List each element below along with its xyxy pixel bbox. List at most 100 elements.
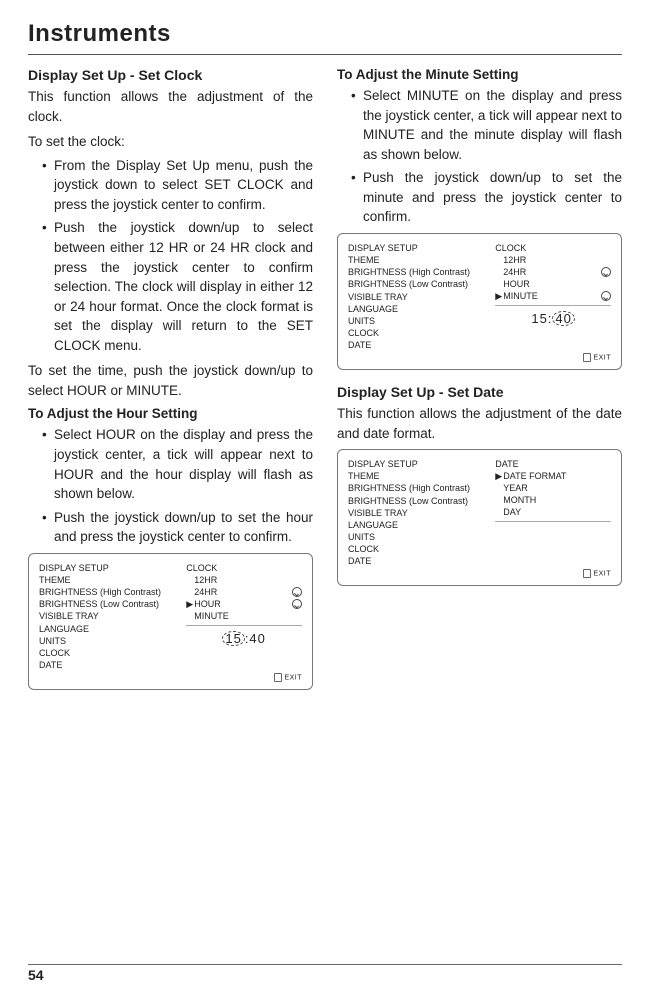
- time-pre: 15:: [531, 311, 552, 326]
- left-heading: Display Set Up - Set Clock: [28, 67, 313, 83]
- page-footer: 54: [28, 964, 622, 983]
- panel-option: DAY: [495, 506, 611, 518]
- panel-menu-list: DISPLAY SETUP THEME BRIGHTNESS (High Con…: [348, 458, 495, 567]
- panel-menu-item: UNITS: [39, 635, 186, 647]
- panel-menu-item: THEME: [39, 574, 186, 586]
- panel-divider: [495, 305, 611, 306]
- option-label: MONTH: [503, 494, 611, 506]
- time-flash: 40: [552, 311, 574, 326]
- panel-menu-item: LANGUAGE: [348, 303, 495, 315]
- left-column: Display Set Up - Set Clock This function…: [28, 67, 313, 704]
- left-p2: To set the clock:: [28, 132, 313, 152]
- option-label: DATE FORMAT: [503, 470, 611, 482]
- option-label: HOUR: [194, 598, 292, 610]
- check-icon: [292, 599, 302, 609]
- panel-menu-item: LANGUAGE: [348, 519, 495, 531]
- panel-right: DATE ▶DATE FORMAT YEAR MONTH DAY: [495, 458, 611, 567]
- panel-option: ▶DATE FORMAT: [495, 470, 611, 482]
- panel-menu-item: UNITS: [348, 531, 495, 543]
- panel-menu-item: THEME: [348, 470, 495, 482]
- panel-option: YEAR: [495, 482, 611, 494]
- panel-menu-item: DISPLAY SETUP: [348, 242, 495, 254]
- panel-menu-item: BRIGHTNESS (High Contrast): [348, 482, 495, 494]
- option-label: YEAR: [503, 482, 611, 494]
- panel-right: CLOCK 12HR 24HR ▶HOUR MINUTE 15:40: [186, 562, 302, 671]
- option-label: 24HR: [503, 266, 601, 278]
- panel-option: ▶MINUTE: [495, 290, 611, 302]
- panel-row: DISPLAY SETUP THEME BRIGHTNESS (High Con…: [348, 458, 611, 567]
- panel-menu-item: DATE: [348, 339, 495, 351]
- option-label: 12HR: [503, 254, 611, 266]
- panel-right-header: DATE: [495, 458, 611, 470]
- bullet-item: Select MINUTE on the display and press t…: [351, 86, 622, 164]
- panel-time: 15:40: [186, 630, 302, 648]
- option-label: 12HR: [194, 574, 302, 586]
- panel-option: 12HR: [186, 574, 302, 586]
- option-label: MINUTE: [194, 610, 302, 622]
- panel-option: 24HR: [495, 266, 611, 278]
- panel-right-header: CLOCK: [495, 242, 611, 254]
- arrow-icon: ▶: [495, 470, 503, 482]
- right-subheading-1: To Adjust the Minute Setting: [337, 67, 622, 82]
- panel-row: DISPLAY SETUP THEME BRIGHTNESS (High Con…: [348, 242, 611, 351]
- panel-divider: [495, 521, 611, 522]
- bullet-item: Push the joystick down/up to select betw…: [42, 218, 313, 355]
- panel-menu-item: VISIBLE TRAY: [348, 507, 495, 519]
- check-icon: [601, 267, 611, 277]
- panel-row: DISPLAY SETUP THEME BRIGHTNESS (High Con…: [39, 562, 302, 671]
- right-column: To Adjust the Minute Setting Select MINU…: [337, 67, 622, 704]
- panel-divider: [186, 625, 302, 626]
- right-p2: This function allows the adjustment of t…: [337, 404, 622, 443]
- right-heading-2: Display Set Up - Set Date: [337, 384, 622, 400]
- panel-option: 24HR: [186, 586, 302, 598]
- panel-menu-item: BRIGHTNESS (High Contrast): [39, 586, 186, 598]
- page: Instruments Display Set Up - Set Clock T…: [0, 0, 650, 1001]
- panel-menu-item: LANGUAGE: [39, 623, 186, 635]
- panel-spacer: [495, 526, 611, 540]
- page-number: 54: [28, 967, 622, 983]
- display-panel-minute: DISPLAY SETUP THEME BRIGHTNESS (High Con…: [337, 233, 622, 370]
- panel-right: CLOCK 12HR 24HR HOUR ▶MINUTE 15:40: [495, 242, 611, 351]
- title-rule: [28, 54, 622, 55]
- panel-menu-item: CLOCK: [348, 327, 495, 339]
- time-rest: :40: [245, 631, 266, 646]
- panel-menu-item: BRIGHTNESS (Low Contrast): [348, 278, 495, 290]
- bullet-item: From the Display Set Up menu, push the j…: [42, 156, 313, 215]
- right-bullets-1: Select MINUTE on the display and press t…: [337, 86, 622, 227]
- panel-menu-list: DISPLAY SETUP THEME BRIGHTNESS (High Con…: [39, 562, 186, 671]
- panel-menu-item: BRIGHTNESS (High Contrast): [348, 266, 495, 278]
- panel-menu-item: UNITS: [348, 315, 495, 327]
- check-icon: [601, 291, 611, 301]
- arrow-icon: ▶: [495, 290, 503, 302]
- panel-exit: EXIT: [39, 673, 302, 683]
- panel-menu-list: DISPLAY SETUP THEME BRIGHTNESS (High Con…: [348, 242, 495, 351]
- display-panel-hour: DISPLAY SETUP THEME BRIGHTNESS (High Con…: [28, 553, 313, 690]
- panel-menu-item: DATE: [39, 659, 186, 671]
- panel-menu-item: CLOCK: [39, 647, 186, 659]
- left-bullets-1: From the Display Set Up menu, push the j…: [28, 156, 313, 356]
- panel-exit: EXIT: [348, 569, 611, 579]
- panel-menu-item: VISIBLE TRAY: [348, 291, 495, 303]
- panel-right-header: CLOCK: [186, 562, 302, 574]
- check-icon: [292, 587, 302, 597]
- bullet-item: Push the joystick down/up to set the hou…: [42, 508, 313, 547]
- panel-menu-item: DISPLAY SETUP: [39, 562, 186, 574]
- bullet-item: Select HOUR on the display and press the…: [42, 425, 313, 503]
- panel-menu-item: DISPLAY SETUP: [348, 458, 495, 470]
- panel-option: HOUR: [495, 278, 611, 290]
- panel-time: 15:40: [495, 310, 611, 328]
- panel-exit: EXIT: [348, 353, 611, 363]
- bullet-item: Push the joystick down/up to set the min…: [351, 168, 622, 227]
- panel-option: MONTH: [495, 494, 611, 506]
- panel-menu-item: BRIGHTNESS (Low Contrast): [39, 598, 186, 610]
- panel-menu-item: BRIGHTNESS (Low Contrast): [348, 495, 495, 507]
- panel-menu-item: VISIBLE TRAY: [39, 610, 186, 622]
- display-panel-date: DISPLAY SETUP THEME BRIGHTNESS (High Con…: [337, 449, 622, 586]
- page-title: Instruments: [28, 20, 622, 48]
- option-label: HOUR: [503, 278, 611, 290]
- footer-rule: [28, 964, 622, 965]
- left-p1: This function allows the adjustment of t…: [28, 87, 313, 126]
- panel-menu-item: DATE: [348, 555, 495, 567]
- option-label: 24HR: [194, 586, 292, 598]
- panel-option: ▶HOUR: [186, 598, 302, 610]
